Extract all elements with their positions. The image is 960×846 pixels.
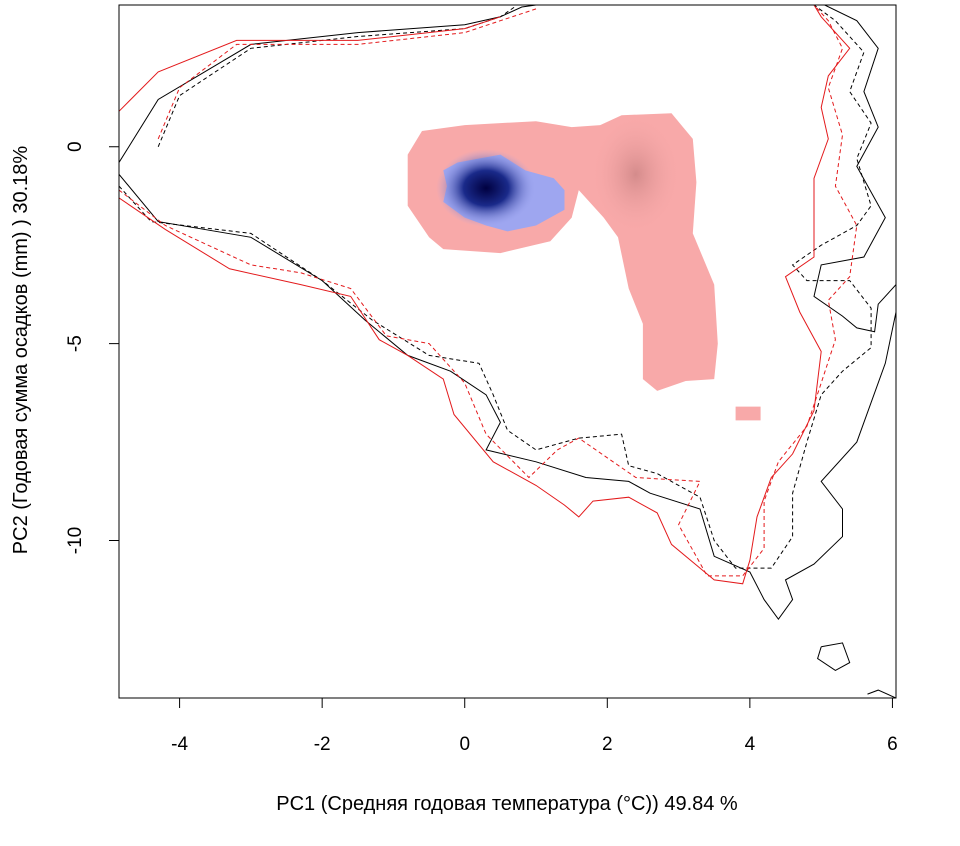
x-tick-label-6: 6 xyxy=(887,734,898,755)
axes: -4 -2 0 2 4 6 0 -5 -10 xyxy=(65,141,898,755)
density-layer xyxy=(407,113,761,421)
contour-black-solid xyxy=(119,5,537,163)
contour-red-dash-top xyxy=(157,8,537,140)
contour-black-solid-top xyxy=(813,5,896,333)
contour-red-dash xyxy=(119,5,858,577)
x-tick-label--2: -2 xyxy=(314,734,331,755)
contour-black-solid-b xyxy=(119,173,896,621)
contour-red-solid xyxy=(119,16,501,112)
contour-layer xyxy=(119,5,896,698)
x-tick-label--4: -4 xyxy=(171,734,188,755)
density-hotspot-pink xyxy=(590,114,681,235)
density-region-pink-small xyxy=(735,406,761,421)
x-tick-label-0: 0 xyxy=(459,734,470,755)
y-tick-label-0: 0 xyxy=(65,141,86,152)
y-tick-label--10: -10 xyxy=(65,527,86,554)
y-tick-label--5: -5 xyxy=(65,335,86,352)
x-axis-title: PC1 (Средняя годовая температура (°C)) 4… xyxy=(276,793,738,815)
density-region-blue-dark xyxy=(436,149,537,228)
x-tick-label-4: 4 xyxy=(745,734,756,755)
contour-red-solid-b xyxy=(119,5,851,585)
plot-frame xyxy=(118,4,897,699)
y-axis-title: PC2 (Годовая сумма осадков (mm) ) 30.18% xyxy=(10,146,32,555)
contour-black-island-b xyxy=(867,689,896,698)
x-tick-label-2: 2 xyxy=(602,734,613,755)
contour-black-dash xyxy=(119,5,872,569)
contour-black-island-a xyxy=(817,642,851,671)
